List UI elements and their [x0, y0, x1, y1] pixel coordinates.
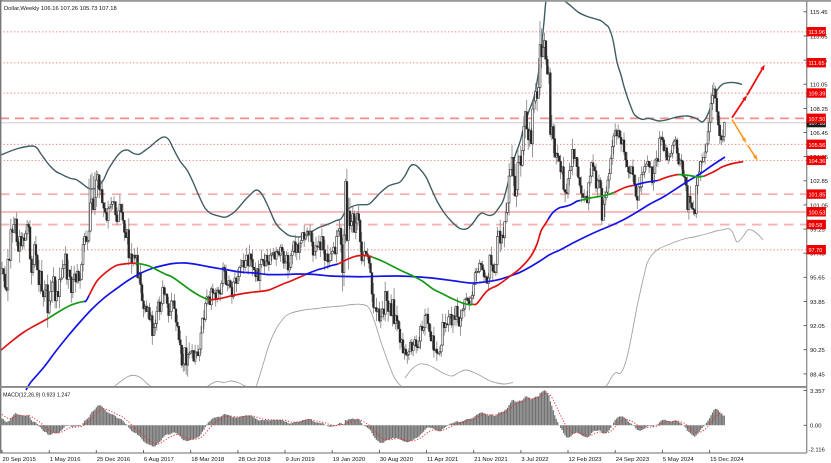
- svg-text:99.25: 99.25: [810, 228, 825, 234]
- svg-text:97.45: 97.45: [810, 252, 825, 258]
- svg-text:28 Oct 2018: 28 Oct 2018: [238, 457, 271, 463]
- svg-text:30 Aug 2020: 30 Aug 2020: [380, 457, 414, 463]
- svg-text:1 May 2016: 1 May 2016: [50, 457, 82, 463]
- svg-text:108.25: 108.25: [810, 107, 829, 113]
- svg-text:110.05: 110.05: [810, 83, 828, 89]
- svg-text:111.65: 111.65: [809, 61, 825, 67]
- svg-text:90.25: 90.25: [810, 348, 825, 354]
- svg-text:113.96: 113.96: [809, 30, 825, 36]
- svg-text:115.45: 115.45: [810, 10, 828, 16]
- svg-text:20 Sep 2015: 20 Sep 2015: [3, 457, 37, 463]
- svg-text:5 May 2024: 5 May 2024: [663, 457, 695, 463]
- svg-text:99.58: 99.58: [809, 223, 823, 229]
- svg-text:24 Sep 2023: 24 Sep 2023: [616, 457, 650, 463]
- svg-text:95.65: 95.65: [810, 276, 825, 282]
- svg-text:25 Dec 2016: 25 Dec 2016: [97, 457, 131, 463]
- svg-text:93.85: 93.85: [810, 300, 825, 306]
- svg-text:107.18: 107.18: [809, 121, 826, 127]
- svg-text:19 Jan 2020: 19 Jan 2020: [333, 457, 366, 463]
- svg-text:11 Apr 2021: 11 Apr 2021: [427, 457, 458, 463]
- svg-text:107.50: 107.50: [809, 117, 826, 123]
- svg-text:MACD(12,26,9) 0.923 1.247: MACD(12,26,9) 0.923 1.247: [3, 393, 70, 399]
- svg-text:101.85: 101.85: [809, 193, 826, 199]
- svg-text:-2.116: -2.116: [809, 448, 826, 454]
- svg-text:104.36: 104.36: [809, 159, 826, 165]
- svg-text:6 Aug 2017: 6 Aug 2017: [144, 457, 174, 463]
- svg-text:Dollar,Weekly 106.16 107.26 1: Dollar,Weekly 106.16 107.26 105.73 107.1…: [4, 6, 117, 12]
- svg-text:18 Mar 2018: 18 Mar 2018: [191, 457, 225, 463]
- svg-text:9 Jun 2019: 9 Jun 2019: [286, 457, 315, 463]
- svg-text:101.05: 101.05: [810, 203, 829, 209]
- svg-text:21 Nov 2021: 21 Nov 2021: [474, 457, 507, 463]
- svg-text:88.45: 88.45: [810, 372, 825, 378]
- svg-text:3 Jul 2022: 3 Jul 2022: [521, 457, 548, 463]
- svg-text:97.70: 97.70: [809, 248, 823, 254]
- svg-text:100.53: 100.53: [809, 210, 826, 216]
- svg-text:109.39: 109.39: [809, 92, 826, 98]
- svg-text:3.357: 3.357: [810, 389, 825, 395]
- svg-text:105.56: 105.56: [809, 143, 826, 149]
- svg-text:12 Feb 2023: 12 Feb 2023: [569, 457, 603, 463]
- svg-text:92.05: 92.05: [810, 324, 825, 330]
- svg-text:113.65: 113.65: [810, 34, 828, 40]
- svg-text:106.45: 106.45: [810, 131, 829, 137]
- svg-text:15 Dec 2024: 15 Dec 2024: [710, 457, 744, 463]
- svg-text:0.00: 0.00: [810, 424, 822, 430]
- svg-text:102.85: 102.85: [810, 179, 829, 185]
